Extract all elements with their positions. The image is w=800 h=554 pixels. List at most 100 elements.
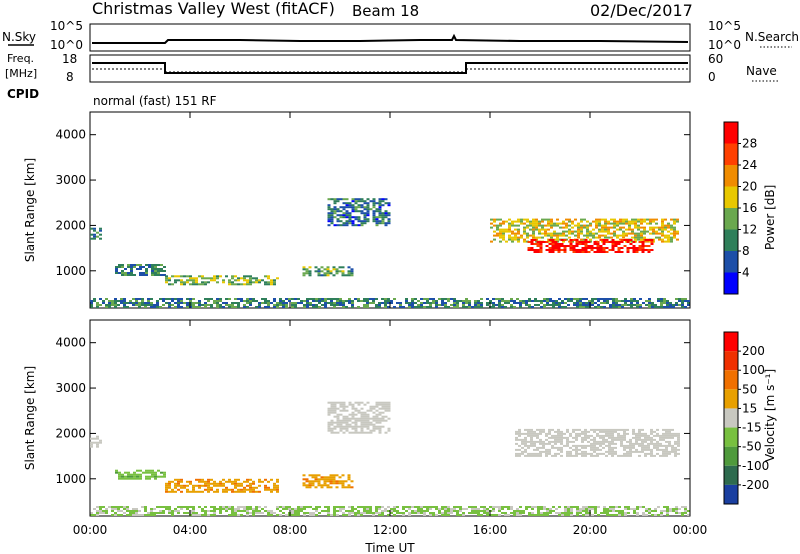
- data-cell: [611, 450, 614, 453]
- data-cell: [666, 510, 669, 512]
- data-cell: [554, 243, 558, 245]
- data-cell: [536, 243, 540, 245]
- data-cell: [589, 234, 592, 237]
- data-cell: [654, 508, 657, 510]
- data-cell: [329, 474, 333, 477]
- data-cell: [366, 210, 370, 213]
- data-cell: [587, 436, 590, 439]
- data-cell: [462, 514, 465, 516]
- data-cell: [613, 224, 616, 227]
- data-cell: [357, 298, 360, 300]
- data-cell: [189, 277, 192, 280]
- data-cell: [447, 508, 450, 510]
- data-cell: [675, 298, 678, 300]
- data-cell: [610, 222, 613, 225]
- data-cell: [608, 446, 611, 449]
- data-cell: [195, 281, 198, 284]
- data-cell: [471, 512, 474, 514]
- data-cell: [521, 442, 524, 445]
- data-cell: [195, 306, 198, 308]
- data-cell: [201, 490, 204, 493]
- data-cell: [345, 423, 349, 426]
- data-cell: [154, 475, 157, 478]
- data-cell: [641, 241, 645, 243]
- data-cell: [303, 304, 306, 306]
- data-cell: [375, 220, 379, 223]
- data-cell: [99, 506, 102, 508]
- data-cell: [318, 506, 321, 508]
- data-cell: [363, 423, 367, 426]
- data-cell: [192, 277, 195, 280]
- data-cell: [363, 421, 367, 424]
- data-cell: [342, 304, 345, 306]
- data-cell: [546, 508, 549, 510]
- data-cell: [354, 206, 358, 209]
- y-tick-label: 1000: [55, 472, 86, 486]
- data-cell: [579, 298, 582, 300]
- data-cell: [333, 208, 337, 211]
- data-cell: [566, 440, 569, 443]
- data-cell: [619, 220, 622, 223]
- data-cell: [539, 438, 542, 441]
- data-cell: [96, 510, 99, 512]
- data-cell: [174, 275, 177, 278]
- data-cell: [532, 230, 535, 233]
- data-cell: [150, 302, 153, 304]
- data-cell: [551, 249, 555, 251]
- data-cell: [611, 454, 614, 457]
- data-cell: [585, 512, 588, 514]
- data-cell: [623, 452, 626, 455]
- data-cell: [339, 210, 343, 213]
- data-cell: [90, 306, 93, 308]
- data-cell: [648, 298, 651, 300]
- data-cell: [139, 272, 142, 274]
- data-cell: [518, 452, 521, 455]
- data-cell: [510, 300, 513, 302]
- freq-trace: [92, 62, 688, 74]
- data-cell: [524, 450, 527, 453]
- data-cell: [198, 480, 201, 483]
- data-cell: [657, 298, 660, 300]
- data-cell: [543, 508, 546, 510]
- data-cell: [535, 220, 538, 223]
- data-cell: [311, 484, 315, 487]
- data-cell: [163, 266, 166, 268]
- data-cell: [378, 306, 381, 308]
- data-cell: [623, 245, 627, 247]
- data-cell: [591, 298, 594, 300]
- data-cell: [598, 220, 601, 223]
- data-cell: [341, 272, 345, 275]
- data-cell: [129, 512, 132, 514]
- data-cell: [396, 510, 399, 512]
- data-cell: [588, 300, 591, 302]
- data-cell: [545, 245, 549, 247]
- data-cell: [551, 428, 554, 431]
- data-cell: [240, 283, 243, 286]
- data-cell: [569, 247, 573, 249]
- data-cell: [300, 508, 303, 510]
- data-cell: [501, 506, 504, 508]
- data-cell: [681, 512, 684, 514]
- data-cell: [666, 508, 669, 510]
- data-cell: [659, 448, 662, 451]
- data-cell: [384, 302, 387, 304]
- data-cell: [174, 484, 177, 487]
- data-cell: [387, 300, 390, 302]
- data-cell: [136, 473, 139, 476]
- data-cell: [538, 228, 541, 231]
- data-cell: [528, 304, 531, 306]
- data-cell: [360, 421, 364, 424]
- data-cell: [648, 510, 651, 512]
- data-cell: [459, 510, 462, 512]
- data-cell: [231, 304, 234, 306]
- data-cell: [360, 419, 364, 422]
- data-cell: [662, 448, 665, 451]
- data-cell: [142, 266, 145, 268]
- data-cell: [621, 300, 624, 302]
- data-cell: [369, 409, 373, 412]
- data-cell: [676, 232, 679, 235]
- data-cell: [597, 306, 600, 308]
- data-cell: [216, 306, 219, 308]
- data-cell: [327, 212, 331, 215]
- data-cell: [644, 432, 647, 435]
